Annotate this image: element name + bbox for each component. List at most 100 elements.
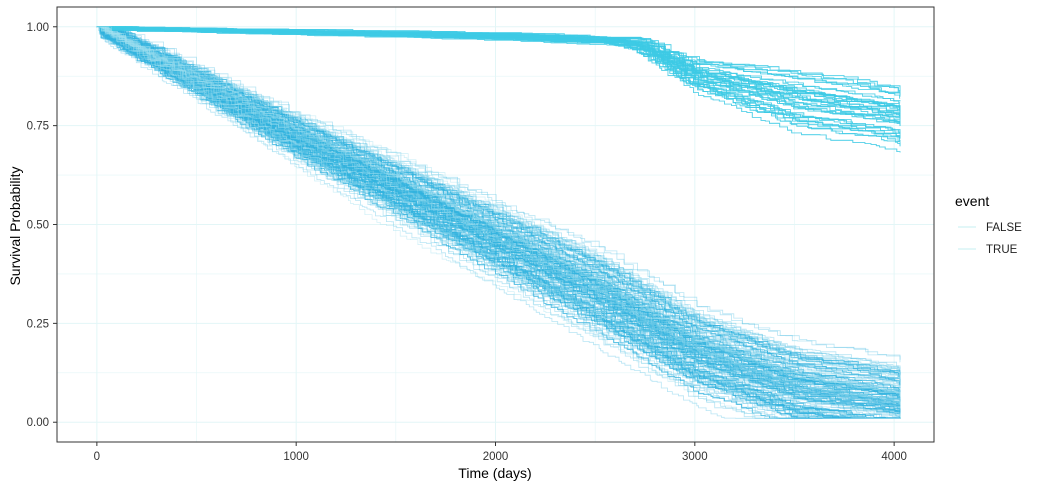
survival-curve-true bbox=[96, 26, 901, 117]
x-tick-label: 4000 bbox=[881, 451, 907, 463]
survival-curve-false bbox=[96, 26, 901, 419]
survival-curve-true bbox=[96, 26, 901, 116]
survival-curve-false bbox=[96, 26, 901, 419]
survival-curve-true bbox=[96, 26, 901, 118]
survival-curve-true bbox=[96, 26, 901, 141]
survival-curve-true bbox=[96, 26, 901, 108]
x-tick-label: 0 bbox=[94, 451, 100, 463]
survival-curve-true bbox=[96, 26, 901, 92]
survival-curve-true bbox=[96, 26, 901, 112]
survival-curve-true bbox=[96, 26, 901, 146]
survival-curve-true bbox=[96, 26, 901, 95]
survival-curve-false bbox=[96, 26, 901, 370]
survival-curve-true bbox=[96, 26, 901, 134]
survival-curve-false bbox=[96, 26, 901, 419]
legend-title: event bbox=[955, 193, 989, 209]
survival-curve-false bbox=[96, 26, 901, 404]
survival-curve-false bbox=[96, 26, 901, 360]
survival-curve-false bbox=[96, 26, 901, 383]
survival-curve-true bbox=[96, 26, 901, 139]
legend-label-true: TRUE bbox=[986, 244, 1018, 256]
survival-curve-true bbox=[96, 26, 901, 112]
survival-curve-true bbox=[96, 26, 901, 113]
survival-curves bbox=[96, 26, 901, 419]
survival-curve-true bbox=[96, 26, 901, 92]
survival-curve-true bbox=[96, 26, 901, 104]
survival-curve-false bbox=[96, 26, 901, 419]
survival-curve-true bbox=[96, 26, 901, 134]
survival-curve-true bbox=[96, 26, 901, 112]
survival-curve-true bbox=[96, 26, 901, 117]
survival-curve-true bbox=[96, 26, 901, 134]
survival-curve-true bbox=[96, 26, 901, 120]
survival-curve-true bbox=[96, 26, 901, 108]
survival-curve-false bbox=[96, 26, 901, 419]
survival-curve-true bbox=[96, 26, 901, 125]
survival-curve-true bbox=[96, 26, 901, 91]
survival-curve-true bbox=[96, 26, 901, 120]
survival-curve-true bbox=[96, 26, 901, 117]
survival-curve-false bbox=[96, 26, 901, 419]
survival-curve-true bbox=[96, 26, 901, 123]
survival-curve-true bbox=[96, 26, 901, 139]
survival-curve-true bbox=[96, 26, 901, 120]
survival-curve-true bbox=[96, 26, 901, 97]
survival-curve-false bbox=[96, 26, 901, 415]
survival-curve-true bbox=[96, 26, 901, 147]
survival-curve-true bbox=[96, 26, 901, 113]
survival-curve-true bbox=[96, 26, 901, 126]
survival-curve-true bbox=[96, 26, 901, 97]
survival-curve-true bbox=[96, 26, 901, 102]
survival-curve-true bbox=[96, 26, 901, 134]
survival-curve-false bbox=[96, 26, 901, 418]
y-tick-label: 0.75 bbox=[27, 121, 49, 133]
x-tick-label: 2000 bbox=[483, 451, 509, 463]
survival-curve-true bbox=[96, 26, 901, 104]
survival-curve-true bbox=[96, 26, 901, 111]
survival-curve-true bbox=[96, 26, 901, 126]
survival-curve-true bbox=[96, 26, 901, 116]
survival-curve-true bbox=[96, 26, 901, 134]
survival-curve-true bbox=[96, 26, 901, 116]
survival-curve-false bbox=[96, 26, 901, 419]
survival-curve-true bbox=[96, 26, 901, 139]
survival-curve-false bbox=[96, 26, 901, 394]
survival-curve-true bbox=[96, 26, 901, 99]
survival-curve-true bbox=[96, 26, 901, 118]
survival-curve-true bbox=[96, 26, 901, 116]
survival-curve-true bbox=[96, 26, 901, 95]
survival-curve-true bbox=[96, 26, 901, 99]
survival-curve-true bbox=[96, 26, 901, 146]
survival-curve-true bbox=[96, 26, 901, 142]
survival-curve-true bbox=[96, 26, 901, 153]
survival-curve-false bbox=[96, 26, 901, 400]
survival-curve-true bbox=[96, 26, 901, 116]
x-tick-label: 1000 bbox=[283, 451, 309, 463]
survival-curve-true bbox=[96, 26, 901, 125]
survival-curve-true bbox=[96, 26, 901, 139]
survival-curve-false bbox=[96, 26, 901, 415]
survival-curve-true bbox=[96, 26, 901, 124]
survival-curve-false bbox=[96, 26, 901, 378]
survival-curve-true bbox=[96, 26, 901, 99]
survival-curve-false bbox=[96, 26, 901, 417]
survival-curve-false bbox=[96, 26, 901, 401]
survival-curve-true bbox=[96, 26, 901, 134]
survival-curve-true bbox=[96, 26, 901, 120]
y-tick-label: 1.00 bbox=[27, 22, 49, 34]
survival-curve-true bbox=[96, 26, 901, 134]
survival-curve-true bbox=[96, 26, 901, 113]
survival-curve-true bbox=[96, 26, 901, 97]
survival-curve-false bbox=[96, 26, 901, 419]
survival-curve-true bbox=[96, 26, 901, 92]
survival-curve-true bbox=[96, 26, 901, 111]
survival-curve-true bbox=[96, 26, 901, 126]
survival-curve-true bbox=[96, 26, 901, 139]
survival-curve-true bbox=[96, 26, 901, 134]
survival-curve-true bbox=[96, 26, 901, 117]
survival-curve-false bbox=[96, 26, 901, 363]
survival-curve-true bbox=[96, 26, 901, 124]
survival-curve-true bbox=[96, 26, 901, 147]
survival-curve-true bbox=[96, 26, 901, 134]
